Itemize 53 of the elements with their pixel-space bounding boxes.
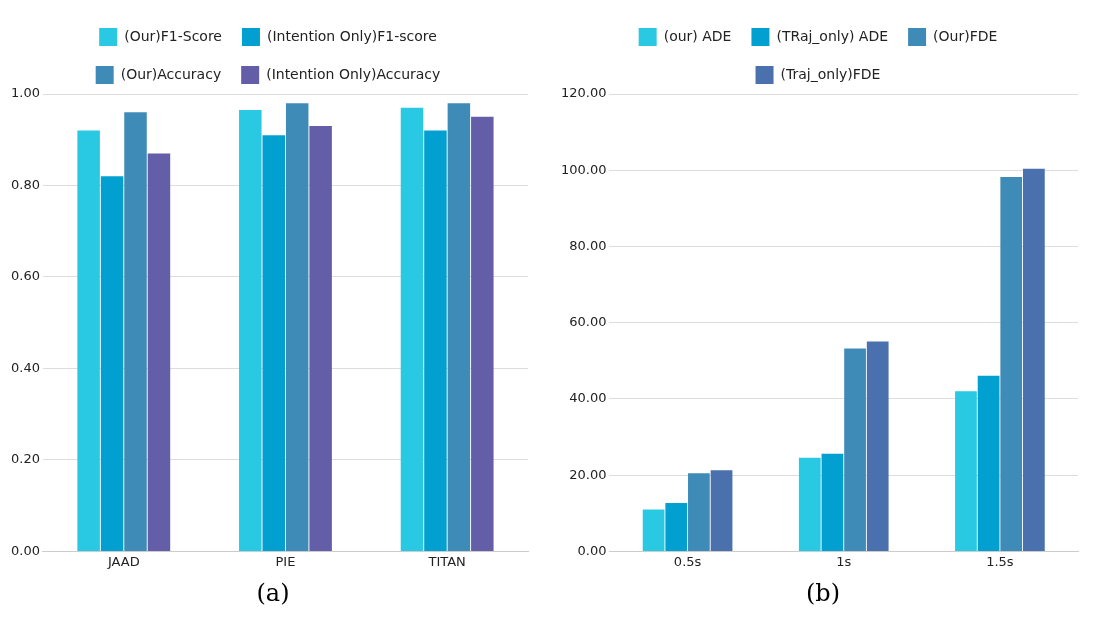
bar <box>642 509 665 551</box>
x-tick-label: 1s <box>836 553 852 569</box>
legend-label: (TRaj_only) ADE <box>776 27 889 44</box>
bar <box>955 391 977 551</box>
y-tick-label: 0.00 <box>577 542 607 558</box>
y-tick-label: 60.00 <box>569 314 607 330</box>
bar <box>285 103 309 551</box>
x-tick-label: JAAD <box>106 553 140 569</box>
text: (b) <box>804 579 842 607</box>
text: (a) <box>255 579 291 607</box>
y-tick-label: 0.80 <box>10 176 40 192</box>
bar <box>977 375 1000 551</box>
y-tick-label: 0.20 <box>10 451 40 467</box>
bar <box>798 457 821 551</box>
x-tick-label: 0.5s <box>673 553 702 569</box>
y-tick-label: 1.00 <box>10 85 40 101</box>
y-tick-label: 0.60 <box>10 268 40 284</box>
bar <box>262 135 285 551</box>
bar <box>100 176 124 551</box>
bar <box>821 453 844 551</box>
legend-label: (Traj_only)FDE <box>780 65 881 82</box>
bar <box>688 473 710 551</box>
bar <box>665 502 688 551</box>
bar <box>1023 168 1045 551</box>
legend-label: (Intention Only)F1-score <box>266 27 437 44</box>
bar <box>866 341 889 551</box>
bar <box>239 110 262 551</box>
y-tick-label: 20.00 <box>569 466 607 482</box>
bar <box>400 107 424 551</box>
bar <box>471 116 494 551</box>
y-tick-label: 80.00 <box>569 237 607 253</box>
legend-label: (Our)F1-Score <box>124 27 222 44</box>
x-tick-label: TITAN <box>427 553 466 569</box>
bar <box>147 153 171 551</box>
bar <box>844 348 866 551</box>
x-tick-label: PIE <box>275 553 296 569</box>
bar <box>447 103 471 551</box>
bar <box>77 130 100 551</box>
bar <box>710 470 733 551</box>
legend-label: (Our)FDE <box>933 27 998 44</box>
bar <box>1000 177 1023 551</box>
legend-label: (our) ADE <box>663 27 732 44</box>
bar <box>424 130 447 551</box>
y-tick-label: 100.00 <box>560 161 607 177</box>
x-tick-label: 1.5s <box>986 553 1014 569</box>
bar <box>124 112 147 551</box>
y-tick-label: 120.00 <box>560 85 607 101</box>
legend-label: (Our)Accuracy <box>120 65 222 82</box>
y-tick-label: 0.00 <box>10 542 40 558</box>
legend-label: (Intention Only)Accuracy <box>266 65 441 82</box>
bar <box>309 126 332 551</box>
y-tick-label: 40.00 <box>569 390 607 406</box>
y-tick-label: 0.40 <box>10 359 40 375</box>
